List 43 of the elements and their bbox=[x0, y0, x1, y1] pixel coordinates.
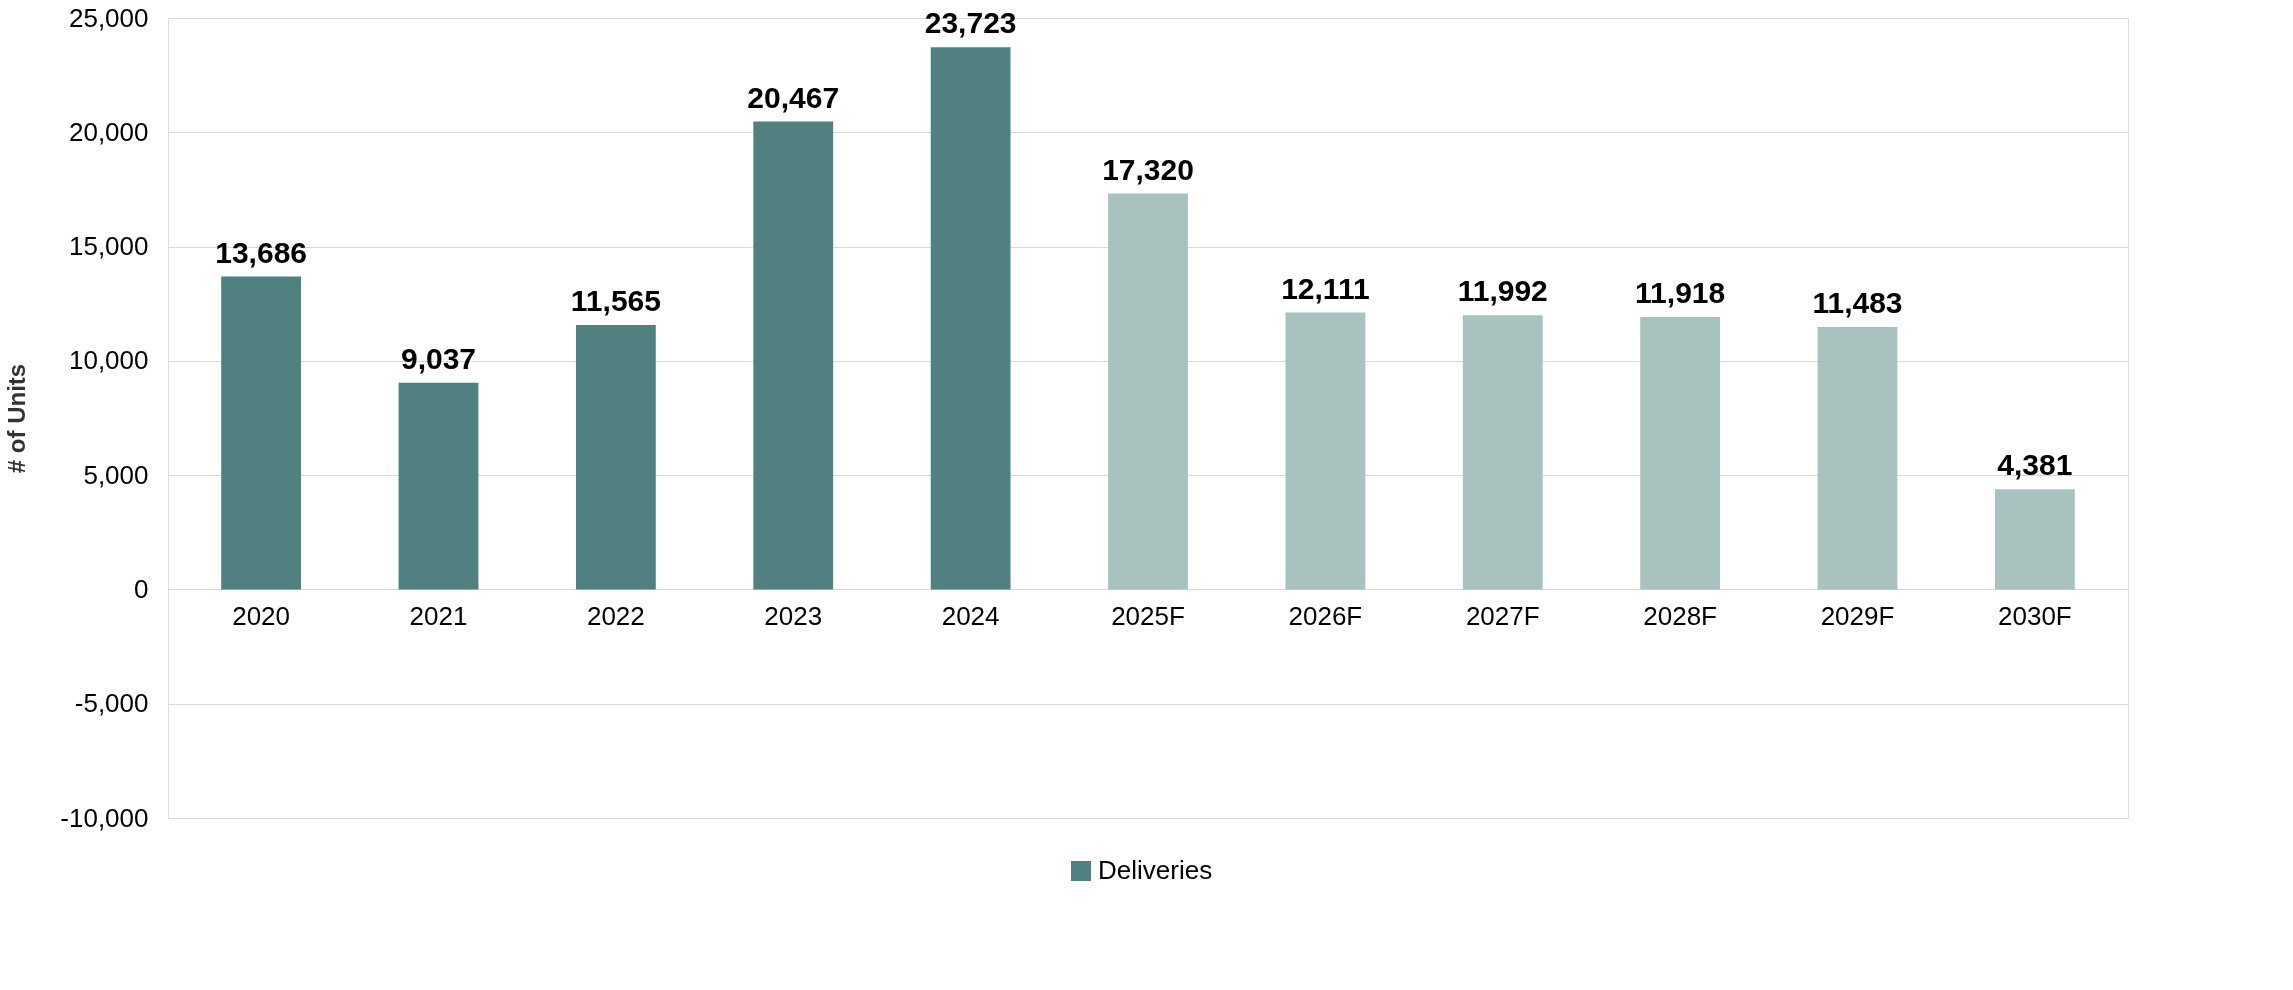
x-tick-label: 2022 bbox=[586, 600, 645, 631]
y-tick-label: 5,000 bbox=[83, 459, 149, 490]
data-label: 11,483 bbox=[1812, 285, 1903, 319]
bar bbox=[930, 47, 1011, 590]
bar bbox=[398, 382, 479, 590]
y-tick-label: 0 bbox=[134, 573, 149, 604]
y-axis-title: # of Units bbox=[3, 363, 31, 474]
bar bbox=[221, 276, 302, 590]
data-label: 12,111 bbox=[1281, 271, 1370, 305]
y-tick-label: 15,000 bbox=[68, 231, 149, 262]
data-label: 9,037 bbox=[400, 341, 477, 375]
data-label: 4,381 bbox=[1997, 448, 2073, 482]
y-tick-label: 20,000 bbox=[68, 116, 149, 147]
y-tick-label: 25,000 bbox=[68, 2, 149, 33]
bar bbox=[1817, 326, 1898, 590]
bar bbox=[1994, 489, 2075, 590]
legend-label: Deliveries bbox=[1098, 855, 1213, 885]
bar bbox=[1462, 315, 1543, 590]
x-tick-label: 2026F bbox=[1288, 600, 1363, 631]
data-label: 13,686 bbox=[215, 235, 307, 269]
x-tick-label: 2027F bbox=[1465, 600, 1540, 631]
bar bbox=[575, 325, 656, 590]
x-tick-label: 2025F bbox=[1111, 600, 1185, 631]
y-tick-label: -5,000 bbox=[74, 688, 149, 719]
data-label: 11,565 bbox=[570, 284, 661, 318]
x-tick-label: 2020 bbox=[232, 600, 291, 631]
bar bbox=[1640, 317, 1721, 590]
y-tick-label: 10,000 bbox=[68, 345, 149, 376]
x-tick-label: 2028F bbox=[1643, 600, 1717, 631]
bar bbox=[1108, 193, 1188, 590]
data-label: 20,467 bbox=[747, 80, 840, 114]
x-tick-label: 2024 bbox=[941, 600, 1000, 631]
data-label: 17,320 bbox=[1102, 152, 1194, 186]
x-tick-label: 2023 bbox=[764, 600, 823, 631]
x-tick-label: 2021 bbox=[409, 600, 468, 631]
data-label: 11,992 bbox=[1457, 274, 1548, 308]
data-label: 23,723 bbox=[924, 6, 1017, 40]
bar bbox=[1285, 312, 1366, 590]
x-tick-label: 2029F bbox=[1820, 600, 1895, 631]
data-label: 11,918 bbox=[1635, 276, 1726, 310]
bar bbox=[753, 121, 834, 590]
y-tick-label: -10,000 bbox=[60, 802, 149, 833]
x-tick-label: 2030F bbox=[1998, 600, 2072, 631]
